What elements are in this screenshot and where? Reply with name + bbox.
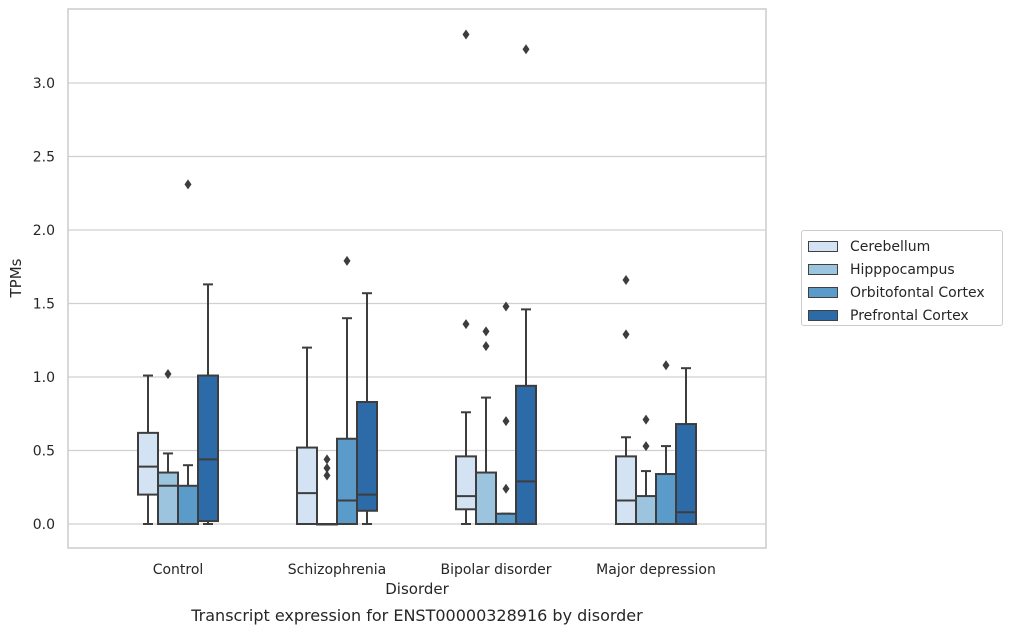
x-tick-labels: Control Schizophrenia Bipolar disorder Majo… <box>153 562 716 578</box>
legend-swatch <box>808 264 838 275</box>
outlier-point <box>622 274 630 285</box>
box-1-1 <box>316 454 338 526</box>
box-body <box>137 431 159 496</box>
x-axis-label: Disorder <box>385 580 449 598</box>
outlier-point <box>642 414 650 425</box>
box-1-0 <box>157 369 179 525</box>
box-body <box>515 384 537 525</box>
legend: Cerebellum Hipppocampus Orbitofontal Cor… <box>801 230 1003 326</box>
legend-label: Orbitofontal Cortex <box>850 284 985 301</box>
outlier-point <box>502 301 510 312</box>
y-tick-label: 1.5 <box>33 297 55 313</box>
box-0-0 <box>137 374 159 525</box>
x-tick-label: Major depression <box>596 562 716 578</box>
x-tick-label: Control <box>153 562 204 578</box>
legend-item-orbitofrontal-cortex: Orbitofontal Cortex <box>808 281 1002 304</box>
box-3-2 <box>515 44 537 525</box>
outlier-point <box>502 483 510 494</box>
outlier-point <box>642 441 650 452</box>
box-body <box>675 423 697 526</box>
box-2-2 <box>495 301 517 526</box>
box-layer <box>137 29 697 526</box>
legend-item-prefrontal-cortex: Prefrontal Cortex <box>808 304 1002 327</box>
legend-swatch <box>808 310 838 321</box>
box-body <box>615 455 637 526</box>
outlier-point <box>622 329 630 340</box>
box-body <box>635 495 657 526</box>
box-3-1 <box>356 292 378 525</box>
box-body <box>157 471 179 525</box>
outlier-point <box>343 255 351 266</box>
outlier-point <box>522 44 530 55</box>
y-tick-label: 0.5 <box>33 444 55 460</box>
box-body <box>455 455 477 511</box>
y-tick-label: 0.0 <box>33 517 55 533</box>
box-body <box>177 484 199 525</box>
outlier-point <box>164 369 172 380</box>
outlier-point <box>482 341 490 352</box>
box-body <box>655 473 677 525</box>
outlier-point <box>462 29 470 40</box>
outlier-point <box>462 319 470 330</box>
x-tick-label: Schizophrenia <box>288 562 386 578</box>
legend-item-cerebellum: Cerebellum <box>808 235 1002 258</box>
outlier-point <box>323 470 331 481</box>
chart-caption: Transcript expression for ENST0000032891… <box>191 606 643 625</box>
y-tick-label: 3.0 <box>33 76 55 92</box>
outlier-point <box>323 463 331 474</box>
plot-frame <box>67 8 767 549</box>
box-body <box>336 437 358 525</box>
outlier-point <box>482 326 490 337</box>
legend-label: Hipppocampus <box>850 261 955 278</box>
box-0-1 <box>296 346 318 525</box>
box-body <box>475 471 497 525</box>
box-2-1 <box>336 255 358 525</box>
box-2-0 <box>177 179 199 525</box>
box-0-2 <box>455 29 477 525</box>
legend-item-hippocampus: Hipppocampus <box>808 258 1002 281</box>
gridlines <box>68 82 766 525</box>
box-body <box>197 374 219 523</box>
y-tick-labels: 0.0 0.5 1.0 1.5 2.0 2.5 3.0 <box>33 76 55 533</box>
outlier-point <box>662 360 670 371</box>
box-body <box>296 446 318 525</box>
box-1-3 <box>635 414 657 526</box>
outlier-point <box>502 416 510 427</box>
box-3-0 <box>197 283 219 525</box>
box-1-2 <box>475 326 497 525</box>
outlier-point <box>184 179 192 190</box>
box-0-3 <box>615 274 637 526</box>
outlier-point <box>323 454 331 465</box>
y-axis-label: TPMs <box>7 258 25 298</box>
y-tick-label: 1.0 <box>33 370 55 386</box>
legend-swatch <box>808 241 838 252</box>
legend-label: Cerebellum <box>850 238 931 255</box>
box-body <box>356 400 378 512</box>
legend-swatch <box>808 287 838 298</box>
y-tick-label: 2.0 <box>33 223 55 239</box>
box-2-3 <box>655 360 677 525</box>
legend-label: Prefrontal Cortex <box>850 307 969 324</box>
box-body <box>495 512 517 526</box>
box-3-3 <box>675 367 697 526</box>
y-tick-label: 2.5 <box>33 150 55 166</box>
x-tick-label: Bipolar disorder <box>440 562 551 578</box>
